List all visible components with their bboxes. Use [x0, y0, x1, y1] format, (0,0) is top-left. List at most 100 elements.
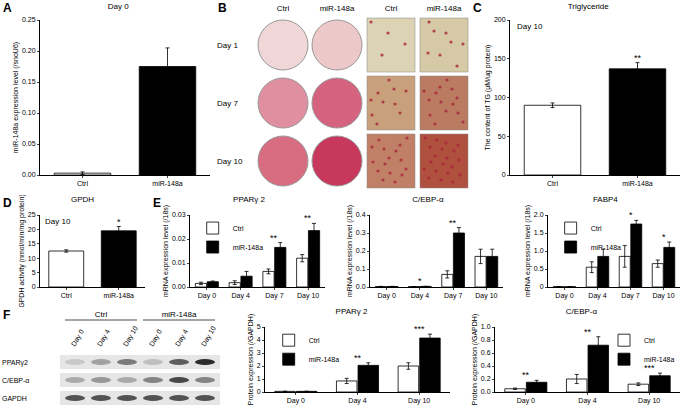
svg-text:0.25: 0.25	[22, 16, 36, 23]
svg-text:PPARγ 2: PPARγ 2	[233, 195, 265, 204]
svg-text:mRNA expression level (/18s): mRNA expression level (/18s)	[524, 205, 532, 297]
svg-text:200: 200	[494, 16, 506, 23]
svg-text:1.0: 1.0	[534, 247, 544, 254]
svg-text:2.0: 2.0	[534, 211, 544, 218]
svg-text:Day 4: Day 4	[174, 328, 190, 348]
svg-text:25: 25	[28, 211, 36, 218]
svg-text:Day 4: Day 4	[588, 292, 606, 300]
svg-text:Day 4: Day 4	[231, 292, 249, 300]
svg-text:Ctrl: Ctrl	[233, 225, 244, 232]
svg-text:mRNA expression level (/18s): mRNA expression level (/18s)	[346, 205, 354, 297]
svg-text:**: **	[304, 213, 312, 223]
svg-text:Day 0: Day 0	[517, 397, 535, 405]
svg-text:Day 10: Day 10	[517, 22, 543, 31]
svg-text:Day 0: Day 0	[70, 328, 86, 348]
svg-text:0.0: 0.0	[481, 388, 491, 395]
svg-text:Day 0: Day 0	[148, 328, 164, 348]
svg-text:***: ***	[414, 324, 425, 334]
svg-text:C/EBP-α: C/EBP-α	[2, 377, 29, 384]
svg-text:*: *	[662, 232, 666, 242]
svg-text:The content of TG (μM/ug prote: The content of TG (μM/ug protein)	[484, 45, 492, 151]
svg-text:0.1: 0.1	[356, 265, 366, 272]
svg-text:0.2: 0.2	[481, 375, 491, 382]
svg-text:15: 15	[28, 240, 36, 247]
svg-text:0: 0	[32, 283, 36, 290]
svg-text:Day 10: Day 10	[45, 217, 71, 226]
svg-text:PPARγ 2: PPARγ 2	[336, 307, 368, 316]
svg-text:miR-148a expression level (/sn: miR-148a expression level (/snoU6)	[12, 42, 20, 153]
svg-text:20: 20	[28, 226, 36, 233]
svg-text:C/EBP-α: C/EBP-α	[566, 307, 598, 316]
svg-text:0: 0	[540, 283, 544, 290]
svg-text:50: 50	[498, 133, 506, 140]
svg-text:Protein expression (/GAPDH): Protein expression (/GAPDH)	[247, 314, 255, 405]
svg-text:Ctrl: Ctrl	[591, 225, 602, 232]
svg-text:0.2: 0.2	[356, 247, 366, 254]
svg-text:Triglyceride: Triglyceride	[568, 2, 610, 11]
svg-text:3: 3	[257, 349, 261, 356]
svg-text:Day 10: Day 10	[217, 157, 243, 166]
svg-text:miR-148a: miR-148a	[644, 356, 674, 363]
svg-text:0.0: 0.0	[356, 283, 366, 290]
svg-text:1: 1	[257, 375, 261, 382]
svg-text:0.4: 0.4	[356, 211, 366, 218]
svg-text:0.03: 0.03	[172, 211, 186, 218]
svg-text:Day 4: Day 4	[348, 397, 366, 405]
svg-text:1.0: 1.0	[481, 323, 491, 330]
svg-text:0.10: 0.10	[22, 109, 36, 116]
svg-text:0.5: 0.5	[534, 265, 544, 272]
svg-text:Day 7: Day 7	[621, 292, 639, 300]
svg-text:0.00: 0.00	[172, 283, 186, 290]
svg-text:Day 10: Day 10	[408, 397, 430, 405]
svg-text:miR-148a: miR-148a	[162, 310, 197, 319]
svg-text:miR-148a: miR-148a	[309, 356, 339, 363]
svg-text:Ctrl: Ctrl	[644, 337, 655, 344]
svg-text:**: **	[270, 233, 278, 243]
svg-text:miR-148a: miR-148a	[152, 180, 182, 187]
svg-text:Day 1: Day 1	[217, 41, 238, 50]
svg-text:2: 2	[257, 362, 261, 369]
svg-text:Ctrl: Ctrl	[547, 180, 558, 187]
svg-text:Ctrl: Ctrl	[309, 337, 320, 344]
svg-text:0.8: 0.8	[481, 336, 491, 343]
svg-text:Day 0: Day 0	[287, 397, 305, 405]
svg-text:0.02: 0.02	[172, 235, 186, 242]
svg-text:150: 150	[494, 55, 506, 62]
svg-text:Day 10: Day 10	[297, 292, 319, 300]
svg-text:Day 4: Day 4	[411, 292, 429, 300]
svg-text:Day 0: Day 0	[108, 2, 129, 11]
svg-text:10: 10	[28, 255, 36, 262]
svg-text:0.05: 0.05	[22, 140, 36, 147]
svg-text:Day 7: Day 7	[217, 99, 238, 108]
svg-text:0.6: 0.6	[481, 349, 491, 356]
svg-text:Day 4: Day 4	[96, 328, 112, 348]
svg-text:FABP4: FABP4	[593, 195, 618, 204]
svg-text:100: 100	[494, 94, 506, 101]
svg-text:*: *	[629, 210, 633, 220]
svg-text:PPARγ2: PPARγ2	[2, 359, 28, 367]
svg-text:Ctrl: Ctrl	[277, 4, 290, 13]
svg-text:Day 10: Day 10	[652, 292, 674, 300]
svg-text:0.15: 0.15	[22, 78, 36, 85]
svg-text:5: 5	[257, 323, 261, 330]
svg-text:**: **	[449, 218, 457, 228]
svg-text:Day 0: Day 0	[198, 292, 216, 300]
svg-text:0.20: 0.20	[22, 47, 36, 54]
svg-text:GPDH: GPDH	[71, 195, 94, 204]
svg-text:Protein expression (/GAPDH): Protein expression (/GAPDH)	[471, 314, 479, 405]
svg-text:Day 10: Day 10	[638, 397, 660, 405]
svg-text:0.4: 0.4	[481, 362, 491, 369]
svg-text:**: **	[584, 327, 592, 337]
svg-text:1.5: 1.5	[534, 229, 544, 236]
svg-text:**: **	[522, 370, 530, 380]
svg-text:Ctrl: Ctrl	[77, 180, 88, 187]
svg-text:mRNA expression level (/18s): mRNA expression level (/18s)	[162, 205, 170, 297]
svg-text:**: **	[354, 353, 362, 363]
svg-text:0.3: 0.3	[356, 229, 366, 236]
svg-text:miR-148a: miR-148a	[622, 180, 652, 187]
svg-text:0.01: 0.01	[172, 259, 186, 266]
svg-text:**: **	[634, 53, 642, 63]
svg-text:Day 0: Day 0	[377, 292, 395, 300]
svg-text:Ctrl: Ctrl	[61, 292, 72, 299]
svg-text:Day 10: Day 10	[200, 325, 218, 348]
